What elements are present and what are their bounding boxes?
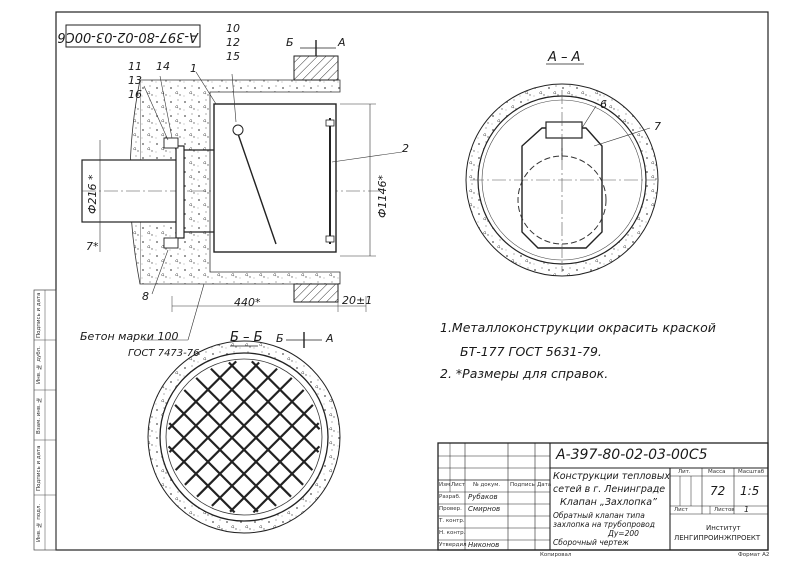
concrete-standard: ГОСТ 7473-76 [128,348,200,359]
hdr-izm: Изм. [439,482,452,488]
sheet-label: Лист [674,507,688,513]
callout-1: 1 [190,62,197,75]
section-aa-title: А – А [548,50,581,65]
callout-12: 12 [226,36,240,49]
note-line-2: БТ-177 ГОСТ 5631-79. [460,344,602,359]
grate-bar [251,360,321,430]
doc-code-top-frame [65,24,201,48]
side-stamp-1: Инв. № подл. [36,503,42,543]
hdr-doc: № докум. [473,482,501,488]
role-2-name: Смирнов [468,505,501,513]
grate-bar [174,404,277,507]
hdr-list: Лист [451,482,465,488]
hdr-sign: Подпись [510,482,535,488]
side-stamp-5: Подпись и дата [36,292,42,338]
cut-label-bottom-left: Б [276,332,284,345]
title-name-3: Клапан „Захлопка” [560,497,657,508]
callout-8: 8 [142,290,149,303]
scale-value: 1:5 [740,484,760,498]
callout-7: 7 [654,120,661,133]
title-block-frame [437,442,769,551]
section-aa-view [465,63,659,277]
role-3: Т. контр. [439,518,465,524]
side-stamp-2: Подпись и дата [36,445,42,491]
grate-bar [229,422,320,513]
callout-10: 10 [226,22,240,35]
grate-bar [174,367,278,471]
callout-16: 16 [128,88,142,101]
note-line-1: 1.Металлоконструкции окрасить краской [440,320,716,335]
dim-seven: 7* [86,240,99,253]
title-name-6: Ду=200 [608,529,639,538]
cut-label-top-left: Б [286,36,294,49]
cut-label-top-right: А [338,36,346,49]
doc-code-top: А-397-80-02-03-00С6 [57,29,198,44]
grate-bar [195,377,304,486]
grate-bar [184,377,293,486]
callout-13: 13 [128,74,142,87]
title-name-5: захлопка на трубопровод [553,520,655,529]
sheet-format: Формат А2 [738,552,770,558]
role-2: Провер. [439,506,462,512]
grate-bar [168,422,259,513]
org-line-2: ЛЕНГИПРОИНЖПРОЕКТ [674,534,761,542]
section-bb-title: Б – Б [230,330,263,345]
org-line-1: Институт [706,524,741,532]
callout-2: 2 [402,142,409,155]
main-view [81,40,403,341]
grate-bar [196,389,305,498]
grate-bar [167,360,237,430]
role-6-name: Никонов [468,541,500,549]
dim-bottom: 440* [234,296,261,309]
side-stamp-3: Взам. инв. № [36,396,42,434]
callout-14: 14 [156,60,170,73]
hdr-date: Дата [537,482,552,488]
title-name-2: сетей в г. Ленинграде [553,484,666,495]
sheets-label: Листов [714,507,735,513]
title-name-7: Сборочный чертеж [553,538,629,547]
concrete-grade: Бетон марки 100 [80,330,179,343]
note-line-3: 2. *Размеры для справок. [440,366,609,381]
role-6: Утвердил [439,542,467,548]
role-1-name: Рубаков [468,493,498,501]
copied-label: Копировал [540,552,572,558]
col-scale: Масштаб [738,469,765,475]
grate-bar [183,389,292,498]
grate-bar [252,445,321,514]
grate-bar [210,367,314,471]
cut-label-bottom-right: А [326,332,334,345]
title-doc-code: А-397-80-02-03-00С5 [556,447,708,463]
grate-bar [167,445,236,514]
sheet-frame [55,11,769,551]
title-name-1: Конструкции тепловых [553,471,670,482]
dim-right: Ф1146* [376,175,389,218]
grate-bar [211,404,314,507]
role-5: Н. контр. [439,530,466,536]
mass-value: 72 [710,484,726,498]
section-bb-view [147,332,341,534]
side-stamp-4: Инв. № дубл. [36,346,42,384]
title-name-4: Обратный клапан типа [553,511,645,520]
sheets-value: 1 [744,505,750,514]
role-1: Разраб. [439,494,461,500]
dim-left: Ф216 * [86,174,99,214]
col-litera: Лит. [678,469,691,475]
callout-15: 15 [226,50,240,63]
dim-gap: 20±1 [342,294,373,307]
col-mass: Масса [708,469,726,475]
callout-6: 6 [600,98,607,111]
callout-11: 11 [128,60,142,73]
